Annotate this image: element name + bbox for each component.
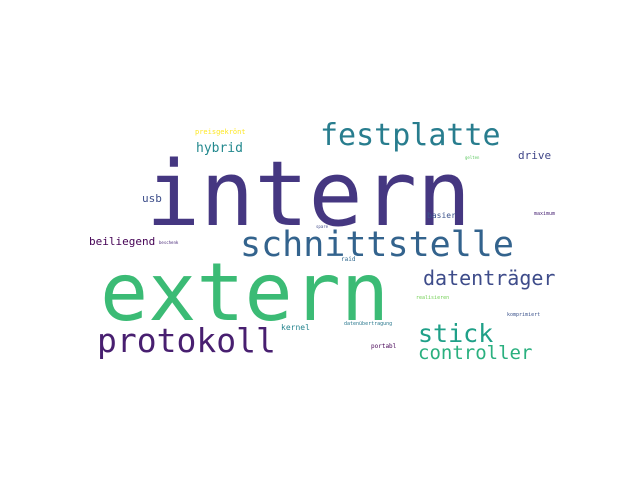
word-schnittstelle: schnittstelle <box>240 225 514 265</box>
word-stick: stick <box>418 319 494 348</box>
word-komprimiert: komprimiert <box>507 312 541 318</box>
word-spare: spare <box>316 224 329 229</box>
word-datenuebertragung: datenübertragung <box>344 321 393 327</box>
word-datentraeger: datenträger <box>423 266 556 290</box>
word-raid: raid <box>341 256 356 263</box>
word-drive: drive <box>518 149 552 162</box>
word-beschenk: beschenk <box>159 240 179 245</box>
word-festplatte: festplatte <box>320 118 501 153</box>
word-hybrid: hybrid <box>196 141 243 156</box>
word-protokoll: protokoll <box>97 321 276 360</box>
word-usb: usb <box>142 192 162 205</box>
word-preisgekroent: preisgekrönt <box>195 128 246 136</box>
word-gelten: gelten <box>465 155 480 160</box>
word-portabl: portabl <box>371 343 397 350</box>
word-intern: intern <box>146 142 472 247</box>
word-beiliegend: beiliegend <box>89 235 156 248</box>
word-maximum: maximum <box>534 211 556 217</box>
word-realisieren: realisieren <box>416 295 450 301</box>
word-extern: extern <box>100 246 389 339</box>
word-controller: controller <box>418 342 533 364</box>
word-basier: basier <box>427 211 456 220</box>
word-kernel: kernel <box>281 323 310 332</box>
